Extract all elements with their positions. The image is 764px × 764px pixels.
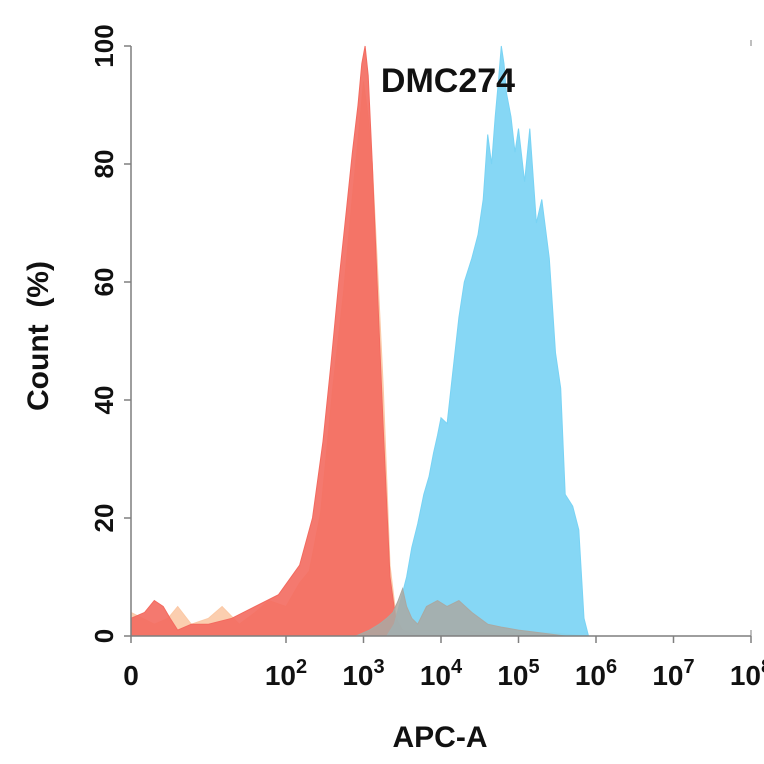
x-tick-label: 103 (342, 656, 384, 691)
x-tick-label: 104 (420, 656, 463, 691)
y-axis-title: Count (%) (22, 261, 55, 411)
y-tick-label: 60 (89, 268, 119, 297)
series-area-4 (355, 587, 566, 637)
y-tick-label: 40 (89, 386, 119, 415)
x-axis-title: APC-A (393, 721, 488, 754)
y-tick-label: 20 (89, 504, 119, 533)
y-tick-label: 100 (89, 24, 119, 67)
x-tick-label: 0 (123, 660, 139, 691)
chart-title: DMC274 (381, 62, 515, 100)
series-layer (130, 45, 590, 637)
x-tick-label: 107 (652, 656, 694, 691)
series-area-3 (377, 45, 590, 637)
y-tick-label: 0 (89, 629, 119, 643)
axes-layer (124, 40, 752, 643)
x-tick-label: 105 (497, 656, 539, 691)
x-tick-label: 102 (265, 656, 307, 691)
series-area-2 (130, 45, 441, 637)
y-tick-labels: 0 20 40 60 80 100 (89, 24, 119, 643)
x-tick-labels: 0 102 103 104 105 106 107 108 (123, 656, 764, 691)
x-tick-label: 106 (575, 656, 617, 691)
y-tick-label: 80 (89, 150, 119, 179)
x-tick-label: 108 (730, 656, 764, 691)
